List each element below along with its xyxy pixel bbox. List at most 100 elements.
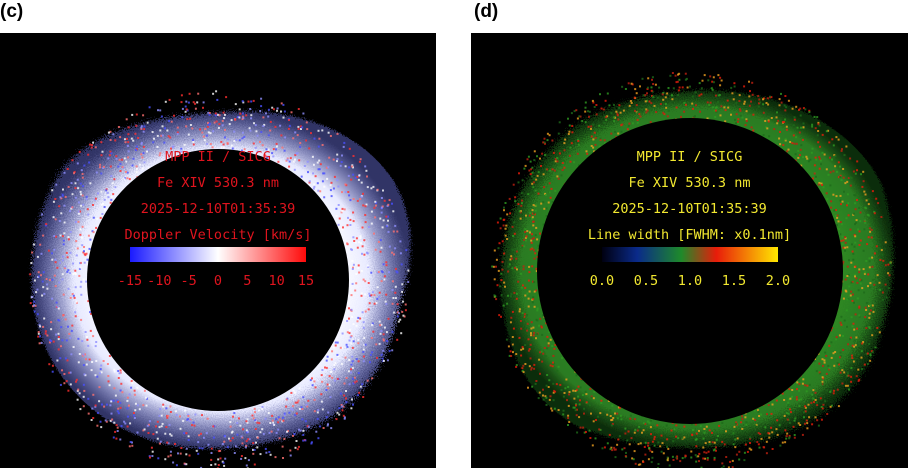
speckle — [275, 431, 278, 434]
speckle — [231, 147, 234, 150]
speckle — [832, 193, 835, 196]
speckle — [333, 368, 336, 371]
speckle — [94, 197, 97, 200]
speckle — [808, 111, 811, 114]
speckle — [380, 197, 383, 199]
speckle — [327, 131, 330, 134]
speckle — [192, 101, 195, 104]
speckle — [186, 118, 189, 121]
speckle — [273, 423, 276, 426]
speckle — [600, 402, 603, 404]
speckle — [222, 111, 225, 114]
speckle — [753, 409, 756, 412]
speckle — [552, 391, 555, 394]
speckle — [524, 231, 527, 233]
speckle — [405, 249, 408, 252]
speckle — [169, 454, 172, 457]
speckle — [240, 435, 243, 438]
speckle — [677, 73, 679, 76]
speckle — [533, 367, 536, 370]
speckle — [613, 448, 616, 451]
speckle — [794, 417, 797, 420]
speckle — [535, 226, 538, 229]
speckle — [595, 113, 598, 116]
speckle — [299, 142, 302, 144]
speckle — [544, 395, 547, 398]
speckle — [783, 399, 786, 401]
speckle — [33, 279, 36, 282]
speckle — [278, 437, 281, 440]
speckle — [707, 79, 710, 82]
speckle — [858, 314, 861, 317]
speckle — [853, 345, 856, 348]
speckle — [212, 92, 215, 95]
speckle — [844, 241, 847, 244]
speckle — [838, 334, 841, 337]
speckle — [500, 315, 502, 318]
speckle — [333, 379, 336, 382]
speckle — [110, 152, 113, 155]
speckle — [194, 102, 196, 105]
speckle — [833, 364, 836, 367]
speckle — [75, 378, 78, 381]
speckle — [818, 362, 821, 365]
speckle — [277, 421, 280, 424]
speckle — [295, 412, 298, 415]
speckle — [856, 281, 859, 284]
speckle — [346, 242, 349, 245]
speckle — [37, 332, 40, 335]
speckle — [690, 450, 693, 453]
speckle — [577, 395, 580, 398]
speckle — [109, 404, 112, 407]
speckle — [543, 141, 546, 144]
speckle — [520, 204, 523, 207]
speckle — [773, 120, 776, 123]
speckle — [359, 158, 362, 161]
speckle — [599, 93, 601, 96]
speckle — [93, 198, 96, 201]
speckle — [539, 351, 541, 354]
speckle — [610, 112, 613, 115]
speckle — [35, 291, 38, 294]
speckle — [780, 416, 783, 419]
speckle — [86, 291, 88, 294]
speckle — [276, 107, 279, 110]
speckle — [161, 422, 164, 425]
speckle — [212, 436, 215, 439]
speckle — [341, 154, 343, 157]
speckle — [650, 433, 652, 436]
speckle — [521, 244, 524, 247]
speckle — [853, 301, 855, 304]
speckle — [806, 157, 809, 160]
speckle — [850, 375, 853, 378]
speckle — [123, 420, 126, 423]
speckle — [702, 446, 705, 449]
speckle — [83, 250, 85, 253]
speckle — [241, 442, 244, 445]
speckle — [757, 432, 760, 434]
speckle — [854, 275, 856, 278]
speckle — [314, 175, 317, 178]
speckle — [51, 258, 54, 261]
speckle — [256, 421, 259, 424]
speckle — [364, 205, 367, 208]
speckle — [294, 154, 297, 156]
speckle — [289, 454, 292, 457]
speckle — [698, 94, 701, 97]
speckle — [151, 131, 154, 133]
speckle — [370, 294, 373, 297]
speckle — [59, 261, 61, 264]
speckle — [48, 363, 51, 366]
speckle — [537, 192, 540, 195]
speckle — [600, 399, 603, 402]
speckle — [350, 308, 353, 311]
speckle — [326, 424, 329, 427]
speckle — [669, 74, 672, 77]
speckle — [524, 236, 527, 239]
speckle — [194, 413, 197, 416]
speckle — [245, 431, 248, 434]
speckle — [723, 106, 726, 109]
speckle — [258, 422, 261, 425]
speckle — [344, 356, 347, 359]
speckle — [549, 364, 552, 367]
